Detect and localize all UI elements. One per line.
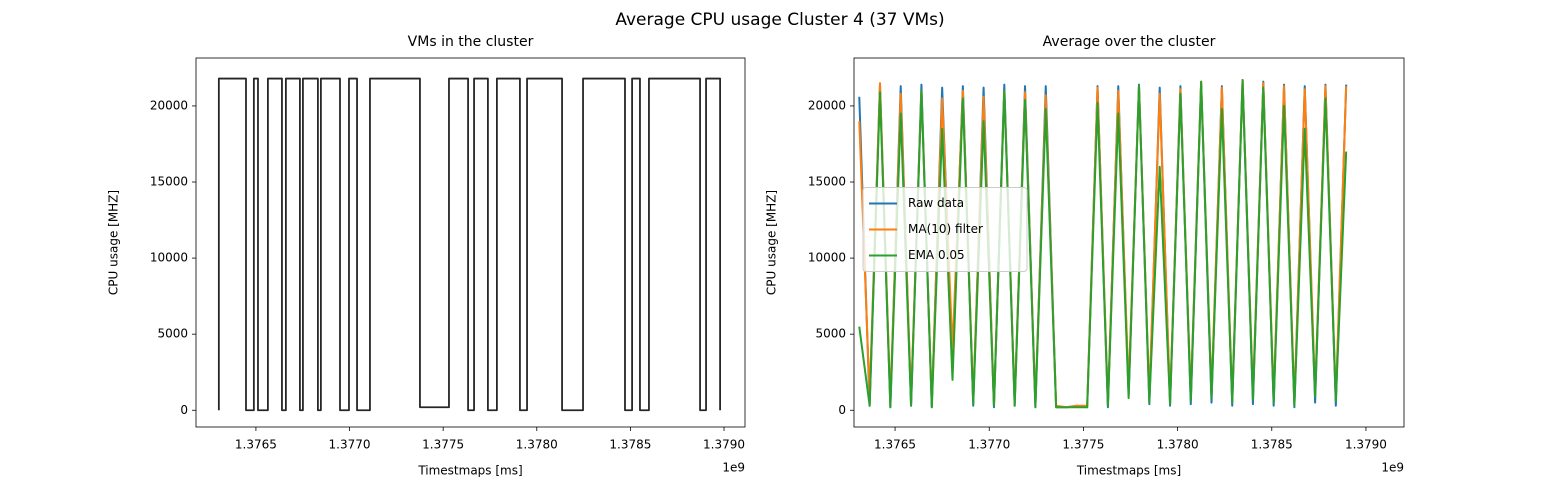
- legend-label: EMA 0.05: [908, 248, 965, 262]
- x-tick-label: 1.3780: [516, 438, 558, 452]
- axes-frame: [195, 57, 746, 428]
- legend-label: MA(10) filter: [908, 222, 983, 236]
- y-tick-label: 15000: [808, 175, 846, 189]
- x-tick-label: 1.3770: [329, 438, 371, 452]
- x-axis-label: Timestmaps [ms]: [1076, 464, 1181, 478]
- y-axis-label: CPU usage [MHZ]: [107, 190, 121, 295]
- x-offset-label: 1e9: [1381, 461, 1404, 475]
- x-offset-label: 1e9: [722, 461, 745, 475]
- y-tick-label: 5000: [815, 327, 846, 341]
- axes-frame: [853, 57, 1405, 428]
- x-tick-label: 1.3775: [1062, 438, 1104, 452]
- y-tick-label: 0: [180, 403, 188, 417]
- series-line: [858, 79, 1348, 409]
- x-tick-label: 1.3770: [968, 438, 1010, 452]
- x-tick-label: 1.3780: [1157, 438, 1199, 452]
- x-tick-label: 1.3790: [703, 438, 745, 452]
- y-axis-label: CPU usage [MHZ]: [765, 190, 779, 295]
- legend-label: Raw data: [908, 196, 964, 210]
- figure-title: Average CPU usage Cluster 4 (37 VMs): [615, 10, 944, 30]
- y-tick-label: 5000: [157, 327, 188, 341]
- x-tick-label: 1.3775: [422, 438, 464, 452]
- x-tick-label: 1.3785: [1251, 438, 1293, 452]
- x-tick-label: 1.3785: [609, 438, 651, 452]
- x-tick-label: 1.3790: [1345, 438, 1387, 452]
- x-tick-label: 1.3765: [235, 438, 277, 452]
- subplot-title: VMs in the cluster: [408, 34, 534, 50]
- x-tick-label: 1.3765: [874, 438, 916, 452]
- y-tick-label: 15000: [150, 175, 188, 189]
- x-axis-label: Timestmaps [ms]: [417, 464, 522, 478]
- subplot-title: Average over the cluster: [1043, 34, 1216, 50]
- y-tick-label: 0: [838, 403, 846, 417]
- y-tick-label: 10000: [150, 251, 188, 265]
- legend-box: [862, 187, 1028, 272]
- y-tick-label: 20000: [808, 98, 846, 112]
- series-line: [217, 77, 721, 412]
- y-tick-label: 10000: [808, 251, 846, 265]
- y-tick-label: 20000: [150, 98, 188, 112]
